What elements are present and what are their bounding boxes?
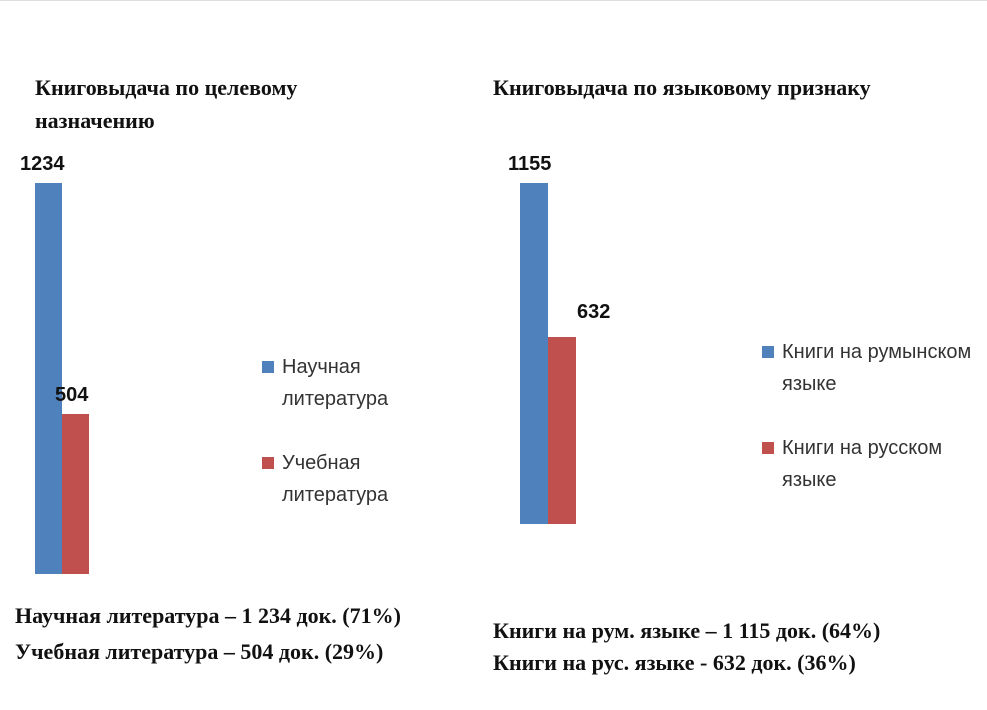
note: Книги на рум. языке – 1 115 док. (64%) [493,618,881,643]
legend-key [262,361,274,373]
legend-label: Учебная литература [282,452,389,506]
data-label: 1234 [20,153,65,175]
bar [548,337,576,524]
data-label: 632 [577,301,611,324]
chart-title: Книговыдача по целевому назначению [35,75,298,133]
bar [35,183,62,574]
note: Книги на рус. языке - 632 док. (36%) [493,650,856,675]
legend-label: Книги на русском языке [782,437,943,491]
data-label: 1155 [508,153,552,175]
note: Научная литература – 1 234 док. (71%) [15,603,401,628]
legend-key [762,346,774,358]
legend-label: Книги на румынском языке [782,341,972,395]
chart-title: Книговыдача по языковому признаку [493,75,871,100]
legend-key [762,442,774,454]
data-label: 504 [55,384,89,407]
legend-label: Научная литература [282,356,389,410]
bar [520,183,548,524]
bar [62,414,89,574]
legend-key [262,457,274,469]
note: Учебная литература – 504 док. (29%) [15,639,384,664]
